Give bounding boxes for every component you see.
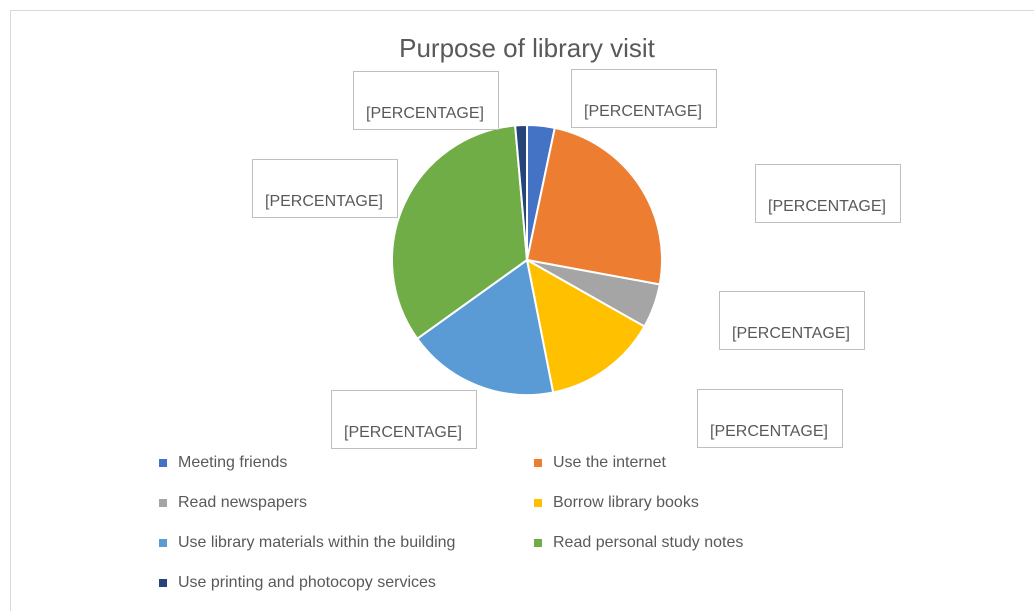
data-label: [PERCENTAGE] [366, 105, 484, 122]
chart-title: Purpose of library visit [399, 33, 656, 63]
legend-label: Read personal study notes [553, 534, 743, 551]
data-label-box [571, 69, 717, 128]
legend-swatch [534, 539, 542, 547]
pie-slice [391, 124, 529, 341]
legend-label: Use library materials within the buildin… [178, 534, 455, 551]
legend-label: Read newspapers [178, 494, 307, 511]
legend-swatch [159, 459, 167, 467]
legend-swatch [159, 579, 167, 587]
data-label-box [353, 71, 499, 130]
data-label-box [252, 159, 398, 218]
legend-label: Use the internet [553, 454, 667, 471]
pie-slice [525, 126, 663, 286]
data-label-box [755, 164, 901, 223]
data-label-box [331, 390, 477, 449]
legend-swatch [534, 499, 542, 507]
data-label: [PERCENTAGE] [732, 325, 850, 342]
pie-slice [415, 258, 555, 396]
legend-label: Borrow library books [553, 494, 699, 511]
data-label: [PERCENTAGE] [710, 423, 828, 440]
legend-label: Meeting friends [178, 454, 287, 471]
data-label-box [719, 291, 865, 350]
data-label: [PERCENTAGE] [768, 198, 886, 215]
data-label: [PERCENTAGE] [584, 103, 702, 120]
pie-slice [514, 123, 528, 261]
data-label: [PERCENTAGE] [344, 424, 462, 441]
pie-slice [525, 258, 646, 394]
legend-label: Use printing and photocopy services [178, 574, 436, 591]
data-label-box [697, 389, 843, 448]
data-label: [PERCENTAGE] [265, 193, 383, 210]
legend-swatch [159, 499, 167, 507]
legend-swatch [534, 459, 542, 467]
legend-swatch [159, 539, 167, 547]
